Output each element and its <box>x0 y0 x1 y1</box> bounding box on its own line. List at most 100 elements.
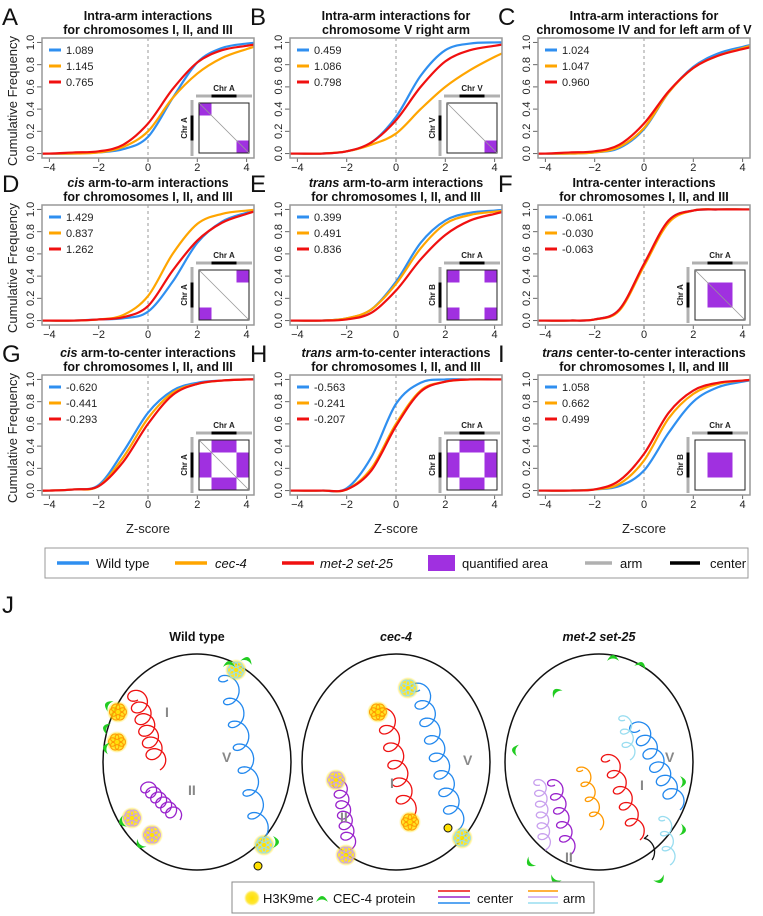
inset-top-label: Chr A <box>461 251 483 260</box>
inset-contact-map: Chr A Chr A <box>180 251 252 323</box>
title-italic-prefix: trans <box>542 346 573 360</box>
y-tick-label: 0.0 <box>25 313 37 328</box>
quantified-area <box>707 452 733 478</box>
chromosome-arm-tangle <box>108 703 127 721</box>
y-tick-label: 0.4 <box>521 101 533 116</box>
panel-title-line1: Intra-arm interactions for <box>322 9 471 23</box>
y-tick-label: 0.4 <box>521 268 533 283</box>
x-tick-label: −4 <box>43 329 56 341</box>
legend-value: -0.441 <box>66 398 97 410</box>
x-tick-label: 4 <box>244 329 250 341</box>
y-axis-label: Cumulative Frequency <box>5 202 20 333</box>
panel-title-line1: trans center-to-center interactions <box>542 346 746 360</box>
panel-letter: D <box>2 171 19 198</box>
x-tick-label: 4 <box>740 329 746 341</box>
inset-diagonal <box>694 269 746 321</box>
y-tick-label: 0.2 <box>273 124 285 139</box>
y-tick-label: 0.2 <box>521 461 533 476</box>
chromosome-V-arm <box>618 715 636 761</box>
chromosome-arm-tangle <box>336 846 355 864</box>
quantified-area <box>236 270 249 283</box>
panel-title-line2: for chromosomes I, II, and III <box>311 360 480 374</box>
inset-side-label: Chr A <box>180 117 189 139</box>
quantified-area <box>447 270 460 283</box>
panel-letter: J <box>2 592 14 619</box>
nucleus-outline <box>301 653 491 871</box>
cdf-curve-met2 <box>538 208 750 322</box>
y-axis-label: Cumulative Frequency <box>5 372 20 503</box>
y-tick-label: 0.2 <box>273 291 285 306</box>
y-tick-label: 0.2 <box>521 291 533 306</box>
y-tick-label: 0.4 <box>273 438 285 453</box>
x-tick-label: −4 <box>539 329 552 341</box>
curves <box>290 208 502 322</box>
chromosome-arm-tangle <box>142 826 161 844</box>
chromosome-V-arm <box>658 815 676 866</box>
x-tick-label: 0 <box>641 162 647 174</box>
chromosome-I-center <box>374 707 417 821</box>
inset-top-label: Chr A <box>709 421 731 430</box>
y-tick-label: 0.6 <box>25 79 37 94</box>
chromosome-II-center <box>331 779 357 851</box>
x-tick-label: 4 <box>740 499 746 511</box>
quantified-area <box>211 477 237 490</box>
panel-letter: E <box>250 171 266 198</box>
y-tick-label: 0.2 <box>25 461 37 476</box>
inset-top-label: Chr A <box>213 421 235 430</box>
y-tick-label: 0.0 <box>273 146 285 161</box>
chromosome-label-V: V <box>665 749 675 765</box>
legend-value: 1.047 <box>562 61 590 73</box>
cec4-protein-icon <box>103 742 110 755</box>
y-tick-label: 0.0 <box>25 483 37 498</box>
plot-frame <box>289 37 503 159</box>
chromosome-label-II: II <box>565 849 573 865</box>
plot-frame <box>41 204 255 326</box>
plot-frame <box>41 37 255 159</box>
inset-contact-map: Chr A Chr A <box>676 251 748 323</box>
x-tick-label: 0 <box>393 329 399 341</box>
nucleus-1: cec-4 <box>301 630 491 871</box>
y-tick-label: 1.0 <box>273 372 285 387</box>
legend-value: 0.491 <box>314 228 342 240</box>
panel-title-line2: for chromosomes I, II, and III <box>559 190 728 204</box>
inset-diagonal <box>198 439 250 491</box>
cec4-protein-icon <box>223 661 235 667</box>
chromosome-arm-tangle <box>400 813 419 831</box>
x-tick-label: −2 <box>340 499 353 511</box>
nucleus-outline <box>102 653 292 871</box>
panel-title-line1: Intra-arm interactions <box>84 9 213 23</box>
panel-letter: F <box>498 171 513 198</box>
y-tick-label: 0.8 <box>25 224 37 239</box>
y-tick-label: 0.6 <box>521 79 533 94</box>
curves <box>290 378 502 493</box>
chromosome-II-arm <box>533 778 552 851</box>
cec4-protein-icon <box>552 688 563 699</box>
x-tick-label: −2 <box>588 499 601 511</box>
x-tick-label: 2 <box>690 162 696 174</box>
title-text: Intra-center interactions <box>572 176 715 190</box>
quantified-area <box>459 440 485 453</box>
plot-frame <box>537 204 751 326</box>
y-tick-label: 1.0 <box>521 202 533 217</box>
curves <box>42 208 254 322</box>
nucleus-outline <box>504 653 694 871</box>
inset-contact-map: Chr A Chr B <box>428 421 500 493</box>
legend-value: 1.024 <box>562 45 590 57</box>
y-tick-label: 0.0 <box>273 483 285 498</box>
legend-swatch-quantified <box>428 555 455 571</box>
x-axis-label: Z-score <box>622 521 666 536</box>
panel-title-line2: for chromosomes I, II, and III <box>559 360 728 374</box>
quantified-area <box>447 452 460 478</box>
x-tick-label: −2 <box>92 499 105 511</box>
x-tick-label: 2 <box>194 499 200 511</box>
panel-title-line2: chromosome IV and for left arm of V <box>536 23 752 37</box>
cec4-protein-icon <box>119 815 127 827</box>
legend-value: 1.058 <box>562 382 590 394</box>
title-text: arm-to-arm interactions <box>339 176 483 190</box>
curves <box>538 378 750 492</box>
inset-contact-map: Chr A Chr B <box>428 251 500 323</box>
x-tick-label: 2 <box>194 329 200 341</box>
x-tick-label: −4 <box>43 499 56 511</box>
curves <box>42 378 254 492</box>
